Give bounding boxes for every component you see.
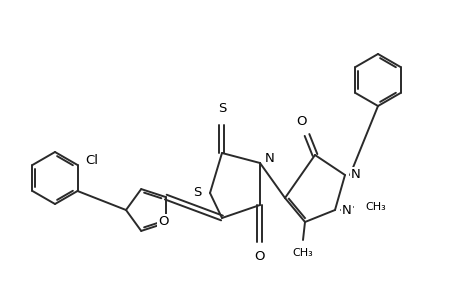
- Text: CH₃: CH₃: [364, 202, 385, 212]
- Text: S: S: [218, 102, 226, 115]
- Text: O: O: [158, 215, 168, 228]
- Text: S: S: [193, 187, 202, 200]
- Text: N: N: [341, 203, 351, 217]
- Text: N: N: [264, 152, 274, 164]
- Text: CH₃: CH₃: [292, 248, 313, 258]
- Text: O: O: [254, 250, 265, 263]
- Text: N: N: [350, 169, 360, 182]
- Text: O: O: [296, 115, 307, 128]
- Text: Cl: Cl: [85, 154, 98, 167]
